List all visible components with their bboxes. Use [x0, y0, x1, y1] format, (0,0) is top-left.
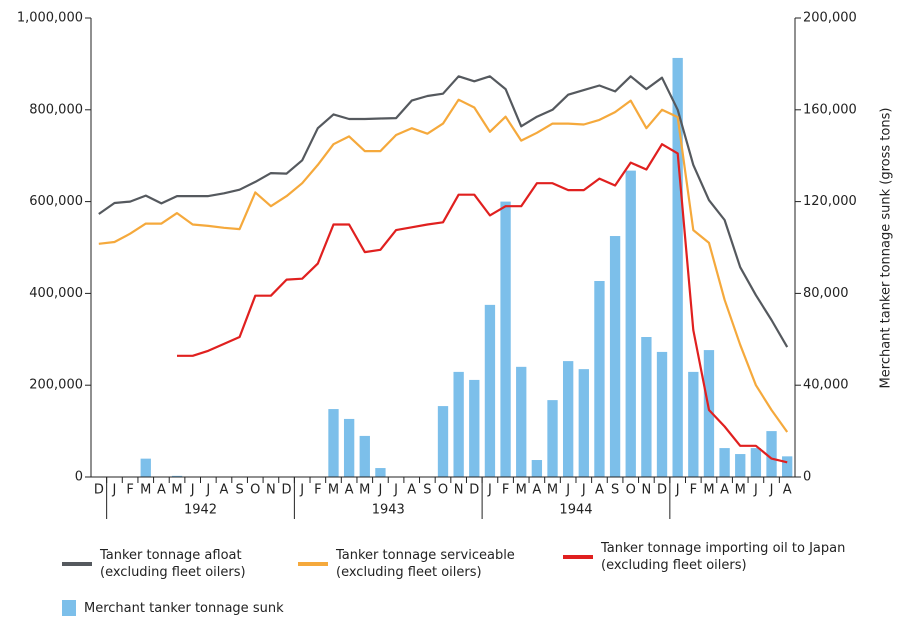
- bar: [578, 369, 589, 477]
- x-tick-label: M: [703, 483, 714, 498]
- legend-label: Tanker tonnage importing oil to Japan (ex…: [600, 541, 845, 573]
- y2-tick-label: 40,000: [803, 378, 849, 393]
- x-tick-label: M: [140, 483, 151, 498]
- x-tick-label: N: [266, 483, 276, 498]
- bar: [688, 371, 699, 477]
- y-tick-label: 400,000: [29, 286, 83, 301]
- x-tick-label: D: [282, 483, 292, 498]
- x-tick-label: A: [220, 483, 229, 498]
- bar: [328, 409, 339, 477]
- bar: [735, 454, 746, 477]
- bar: [469, 379, 480, 477]
- x-tick-label: A: [345, 483, 354, 498]
- y2-tick-label: 120,000: [803, 194, 857, 209]
- x-tick-label: A: [720, 483, 729, 498]
- x-tick-label: O: [438, 483, 448, 498]
- x-tick-label: M: [328, 483, 339, 498]
- x-tick-label: N: [642, 483, 652, 498]
- x-tick-label: F: [314, 483, 321, 498]
- legend-label: Tanker tonnage afloat (excluding fleet oi…: [99, 548, 246, 580]
- bar: [500, 201, 511, 477]
- bar: [656, 351, 668, 477]
- x-tick-label: M: [547, 483, 558, 498]
- bar: [719, 448, 730, 477]
- x-tick-label: J: [393, 483, 398, 498]
- group-label: 1942: [184, 503, 217, 518]
- bar: [782, 456, 793, 477]
- x-tick-label: M: [359, 483, 370, 498]
- bar: [703, 350, 715, 477]
- bar: [531, 460, 543, 477]
- bar: [750, 448, 762, 477]
- x-tick-label: D: [469, 483, 479, 498]
- x-tick-label: O: [626, 483, 636, 498]
- bar: [437, 406, 449, 477]
- bar: [343, 418, 355, 477]
- x-tick-label: J: [299, 483, 304, 498]
- y-tick-label: 600,000: [29, 194, 83, 209]
- y-tick-label: 1,000,000: [17, 11, 83, 26]
- x-tick-label: S: [423, 483, 431, 498]
- bar: [359, 435, 370, 477]
- bar: [766, 431, 777, 477]
- x-tick-label: D: [657, 483, 667, 498]
- bar: [375, 468, 386, 477]
- x-tick-label: J: [190, 483, 195, 498]
- y2-tick-label: 0: [803, 470, 811, 485]
- x-tick-label: F: [502, 483, 509, 498]
- bar: [547, 400, 558, 477]
- bar: [672, 57, 683, 478]
- y-tick-label: 0: [75, 470, 83, 485]
- x-tick-label: J: [675, 483, 680, 498]
- x-tick-label: M: [171, 483, 182, 498]
- y2-tick-label: 160,000: [803, 102, 857, 117]
- bar: [516, 366, 527, 477]
- y-tick-label: 800,000: [29, 102, 83, 117]
- bar: [484, 304, 496, 477]
- x-tick-label: S: [611, 483, 619, 498]
- x-tick-label: F: [690, 483, 697, 498]
- group-label: 1943: [372, 503, 405, 518]
- legend-label: Merchant tanker tonnage sunk: [84, 601, 284, 616]
- bar: [140, 458, 151, 477]
- group-label: 1944: [559, 503, 592, 518]
- bar: [171, 475, 183, 477]
- legend-swatch: [62, 600, 76, 616]
- x-tick-label: A: [783, 483, 792, 498]
- x-tick-label: J: [581, 483, 586, 498]
- x-tick-label: A: [157, 483, 166, 498]
- bar: [453, 371, 464, 477]
- x-tick-label: M: [735, 483, 746, 498]
- x-tick-label: J: [378, 483, 383, 498]
- y2-tick-label: 80,000: [803, 286, 849, 301]
- x-tick-label: J: [112, 483, 117, 498]
- x-tick-label: J: [205, 483, 210, 498]
- line: [177, 143, 788, 464]
- y2-tick-label: 200,000: [803, 11, 857, 26]
- x-tick-label: O: [250, 483, 260, 498]
- x-tick-label: J: [565, 483, 570, 498]
- bar: [562, 361, 574, 477]
- bar: [594, 281, 605, 477]
- x-tick-label: S: [235, 483, 243, 498]
- line: [98, 75, 789, 348]
- legend-label: Tanker tonnage serviceable (excluding fle…: [335, 548, 515, 580]
- x-tick-label: A: [532, 483, 541, 498]
- x-tick-label: J: [753, 483, 758, 498]
- x-tick-label: M: [516, 483, 527, 498]
- x-tick-label: A: [407, 483, 416, 498]
- bar: [641, 337, 652, 477]
- x-tick-label: D: [94, 483, 104, 498]
- y2-axis-label: Merchant tanker tonnage sunk (gross tons…: [879, 108, 894, 389]
- y-tick-label: 200,000: [29, 378, 83, 393]
- x-tick-label: J: [487, 483, 492, 498]
- x-tick-label: A: [595, 483, 604, 498]
- bar: [609, 236, 621, 477]
- x-tick-label: J: [769, 483, 774, 498]
- line: [98, 98, 789, 433]
- x-tick-label: N: [454, 483, 464, 498]
- x-tick-label: F: [126, 483, 133, 498]
- bar: [625, 170, 636, 477]
